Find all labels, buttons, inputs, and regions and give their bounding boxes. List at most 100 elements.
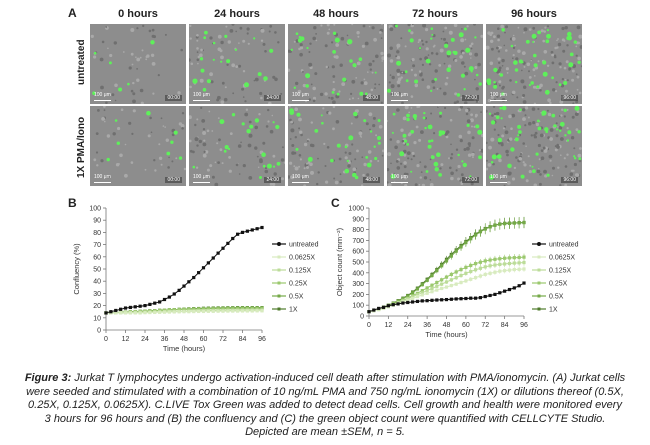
cell	[152, 92, 155, 95]
cell	[396, 50, 400, 54]
confluency-x-tick-label: 84	[239, 336, 247, 343]
cell	[527, 116, 530, 119]
scale-bar-label: 100 μm	[193, 174, 210, 180]
cell	[247, 42, 250, 45]
objcount-data-point	[449, 272, 453, 277]
objcount-legend-label: 0.125X	[549, 268, 572, 275]
dead-cell-marker	[226, 59, 231, 64]
cell	[387, 152, 392, 157]
cell	[486, 141, 488, 145]
confluency-data-point	[153, 301, 157, 305]
cell	[573, 162, 577, 167]
cell	[396, 108, 400, 112]
dead-cell-marker	[518, 130, 522, 134]
cell	[132, 109, 136, 113]
dead-cell-marker	[507, 163, 512, 169]
confluency-data-point	[167, 295, 171, 299]
cell	[465, 108, 469, 113]
dead-cell-marker	[438, 133, 442, 137]
cell	[340, 36, 345, 41]
cell	[443, 62, 446, 65]
cell	[525, 145, 527, 147]
cell	[214, 161, 217, 164]
cell	[533, 75, 536, 77]
cell	[571, 69, 575, 73]
objcount-data-point	[454, 270, 458, 274]
confluency-data-point	[187, 310, 191, 314]
cell	[229, 29, 234, 33]
cell	[299, 46, 304, 50]
objcount-data-point	[498, 222, 502, 226]
objcount-data-point	[522, 267, 526, 271]
dead-cell-marker	[528, 83, 531, 87]
dead-cell-marker	[439, 111, 443, 115]
cell	[202, 131, 207, 135]
cell	[314, 72, 318, 76]
dead-cell-marker	[263, 76, 268, 81]
cell	[281, 146, 284, 149]
cell	[508, 114, 512, 119]
cell	[330, 96, 334, 100]
scale-bar-label: 100 μm	[490, 174, 507, 180]
cell	[574, 112, 579, 116]
dead-cell-marker	[396, 60, 402, 66]
objcount-legend-marker	[537, 307, 541, 311]
dead-cell-marker	[564, 134, 567, 137]
dead-cell-marker	[425, 58, 431, 64]
dead-cell-marker	[475, 73, 479, 77]
cell	[333, 177, 336, 180]
cell	[145, 58, 148, 61]
dead-cell-marker	[410, 129, 415, 134]
cell	[380, 51, 384, 56]
dead-cell-marker	[306, 46, 309, 50]
cell	[381, 60, 383, 62]
cell	[439, 115, 442, 118]
objcount-data-point	[454, 282, 458, 286]
dead-cell-marker	[336, 92, 340, 96]
cell	[577, 56, 581, 61]
cell	[362, 24, 366, 28]
cell	[539, 173, 542, 176]
dead-cell-marker	[491, 154, 497, 160]
cell	[189, 115, 192, 120]
dead-cell-marker	[566, 139, 570, 142]
cell	[164, 33, 167, 36]
cell	[114, 99, 117, 102]
cell	[171, 133, 175, 137]
confluency-data-point	[162, 310, 167, 314]
micro-image-1-2: 100 μm 48:00	[288, 106, 384, 186]
confluency-data-point	[211, 309, 215, 313]
cell	[524, 124, 527, 127]
objcount-y-tick-label: 800	[352, 227, 364, 234]
dead-cell-marker	[320, 114, 323, 117]
cell	[235, 30, 237, 33]
cell	[369, 68, 372, 71]
confluency-data-point	[206, 261, 210, 265]
cell	[298, 165, 301, 168]
confluency-data-point	[206, 309, 210, 313]
cell	[546, 64, 550, 67]
dead-cell-marker	[489, 174, 494, 180]
objcount-data-point	[444, 285, 449, 289]
cell	[274, 31, 277, 34]
time-stamp: 48:00	[363, 95, 380, 101]
cell	[390, 92, 395, 97]
cell	[271, 114, 274, 117]
dead-cell-marker	[166, 151, 171, 156]
cell	[556, 46, 559, 49]
cell	[347, 164, 351, 168]
cell	[390, 84, 395, 89]
cell	[202, 128, 206, 131]
cell	[195, 166, 199, 169]
objcount-data-point	[430, 286, 434, 291]
cell	[111, 93, 115, 97]
dead-cell-marker	[192, 78, 198, 84]
cell	[529, 164, 532, 167]
cell	[109, 53, 113, 58]
confluency-data-point	[192, 275, 196, 280]
cell	[575, 100, 579, 104]
confluency-data-point	[260, 225, 264, 230]
confluency-x-tick-label: 96	[258, 336, 266, 343]
confluency-data-point	[119, 311, 123, 315]
objcount-data-point	[464, 296, 468, 301]
